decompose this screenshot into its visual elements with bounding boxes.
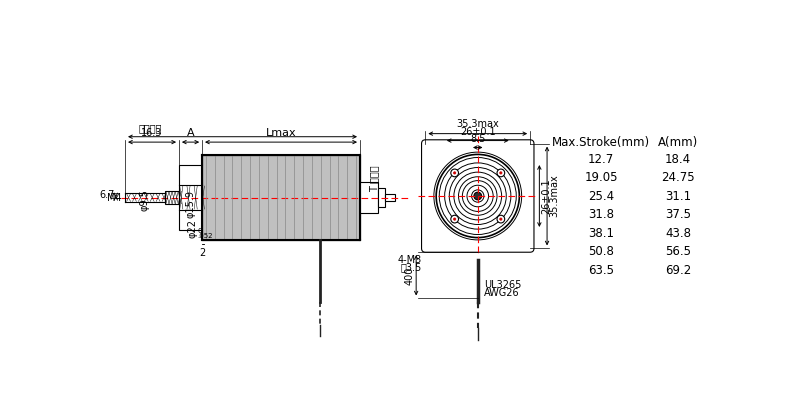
Text: T 型丝杆: T 型丝杆	[369, 165, 379, 192]
Text: 26±0.1: 26±0.1	[541, 178, 551, 214]
Text: 50.8: 50.8	[588, 245, 614, 258]
Bar	[202, 155, 360, 240]
Bar	[360, 182, 378, 213]
Text: φ15.9: φ15.9	[186, 190, 195, 218]
Bar	[165, 191, 179, 205]
Bar	[202, 155, 360, 240]
Text: 31.8: 31.8	[588, 208, 614, 221]
Text: 2: 2	[199, 248, 206, 258]
Text: 最大行程: 最大行程	[139, 123, 162, 133]
Circle shape	[451, 215, 458, 223]
Text: 63.5: 63.5	[588, 264, 614, 277]
Text: φ9.5: φ9.5	[139, 190, 150, 211]
Bar	[179, 165, 202, 230]
Text: A(mm): A(mm)	[658, 136, 698, 149]
Text: 400: 400	[405, 266, 414, 284]
Circle shape	[451, 169, 458, 177]
Text: 8.5: 8.5	[470, 134, 486, 145]
Text: φ22: φ22	[187, 218, 197, 237]
Text: 35.3max: 35.3max	[456, 119, 499, 129]
Circle shape	[474, 192, 482, 200]
Text: Max.Stroke(mm): Max.Stroke(mm)	[552, 136, 650, 149]
Circle shape	[497, 215, 505, 223]
Bar	[386, 194, 394, 201]
Text: 31.1: 31.1	[665, 190, 691, 203]
Text: 24.75: 24.75	[661, 171, 694, 184]
Text: .052: .052	[198, 233, 213, 239]
Text: 37.5: 37.5	[665, 208, 691, 221]
Text: 56.5: 56.5	[665, 245, 691, 258]
Text: 0: 0	[198, 228, 202, 234]
Text: 25.4: 25.4	[588, 190, 614, 203]
Text: 43.8: 43.8	[665, 227, 691, 240]
Text: Lmax: Lmax	[266, 128, 296, 138]
Text: 35.3max: 35.3max	[550, 175, 559, 217]
Text: 深3.5: 深3.5	[400, 263, 422, 273]
Text: 19.05: 19.05	[584, 171, 618, 184]
Text: UL3265: UL3265	[484, 280, 522, 290]
Text: 16.3: 16.3	[142, 128, 162, 138]
Bar	[378, 188, 386, 207]
Circle shape	[500, 172, 502, 174]
Text: 26±0.1: 26±0.1	[460, 127, 495, 137]
Circle shape	[454, 172, 456, 174]
Circle shape	[500, 218, 502, 220]
Text: 6.7: 6.7	[99, 190, 114, 200]
Text: 12.7: 12.7	[588, 153, 614, 166]
Text: 18.4: 18.4	[665, 153, 691, 166]
FancyBboxPatch shape	[422, 140, 534, 252]
Text: 38.1: 38.1	[588, 227, 614, 240]
Text: 69.2: 69.2	[665, 264, 691, 277]
Text: A: A	[186, 128, 194, 138]
Circle shape	[497, 169, 505, 177]
Circle shape	[454, 218, 456, 220]
Text: M4: M4	[107, 192, 122, 203]
Text: 4-M3: 4-M3	[398, 255, 422, 265]
Text: AWG26: AWG26	[484, 288, 519, 298]
